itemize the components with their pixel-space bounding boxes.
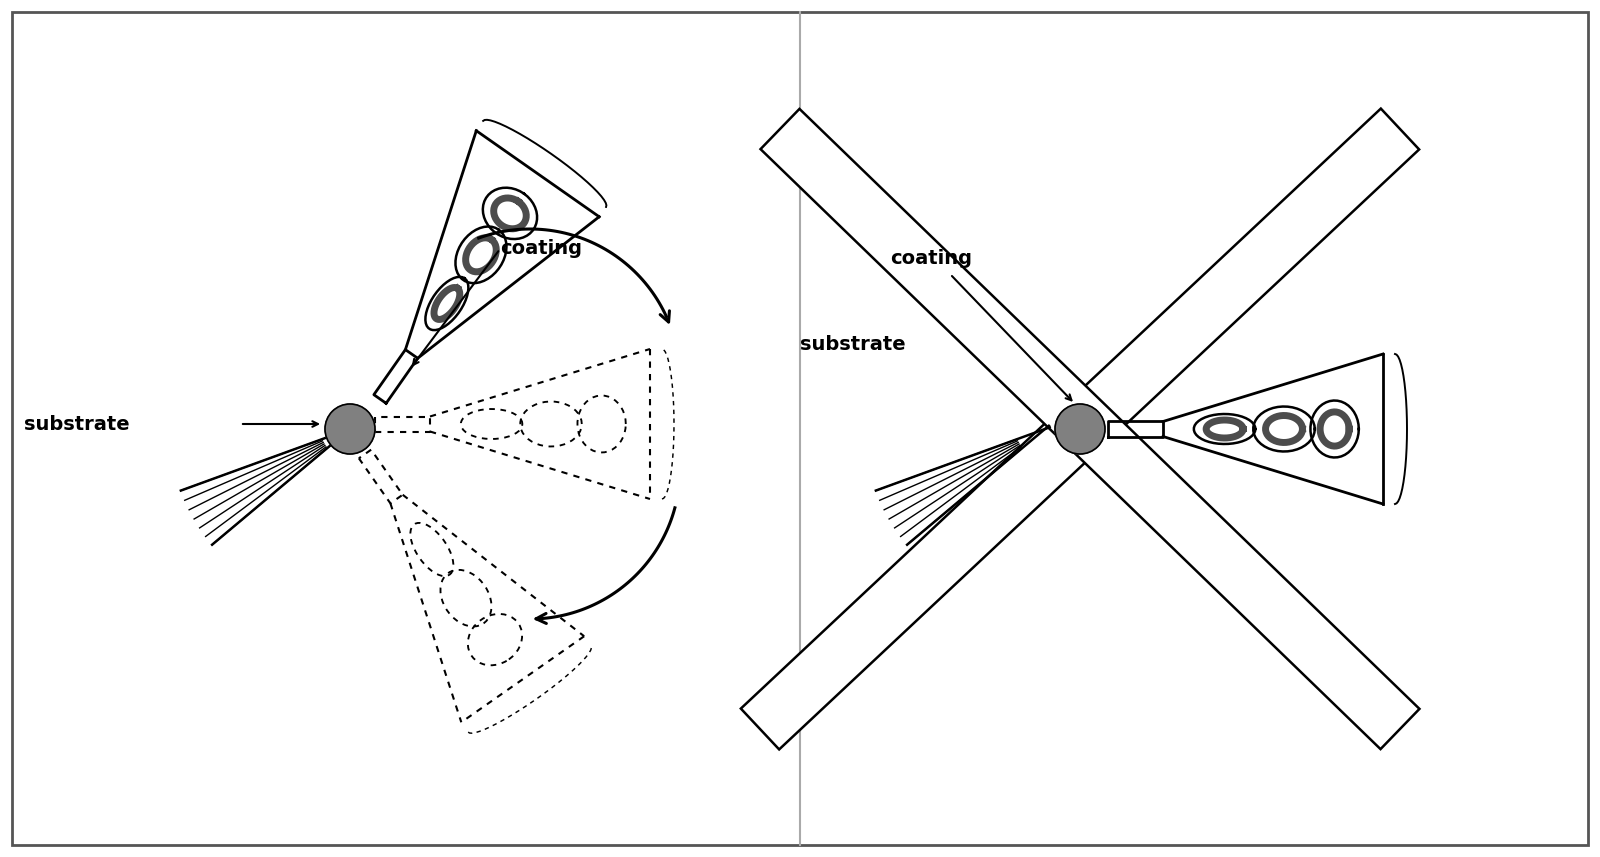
Circle shape (1054, 404, 1106, 454)
Circle shape (325, 404, 374, 454)
Text: substrate: substrate (800, 334, 906, 353)
Text: substrate: substrate (24, 415, 130, 434)
Polygon shape (741, 109, 1419, 749)
Text: coating: coating (499, 239, 582, 259)
Polygon shape (760, 109, 1419, 749)
Text: coating: coating (890, 249, 973, 268)
